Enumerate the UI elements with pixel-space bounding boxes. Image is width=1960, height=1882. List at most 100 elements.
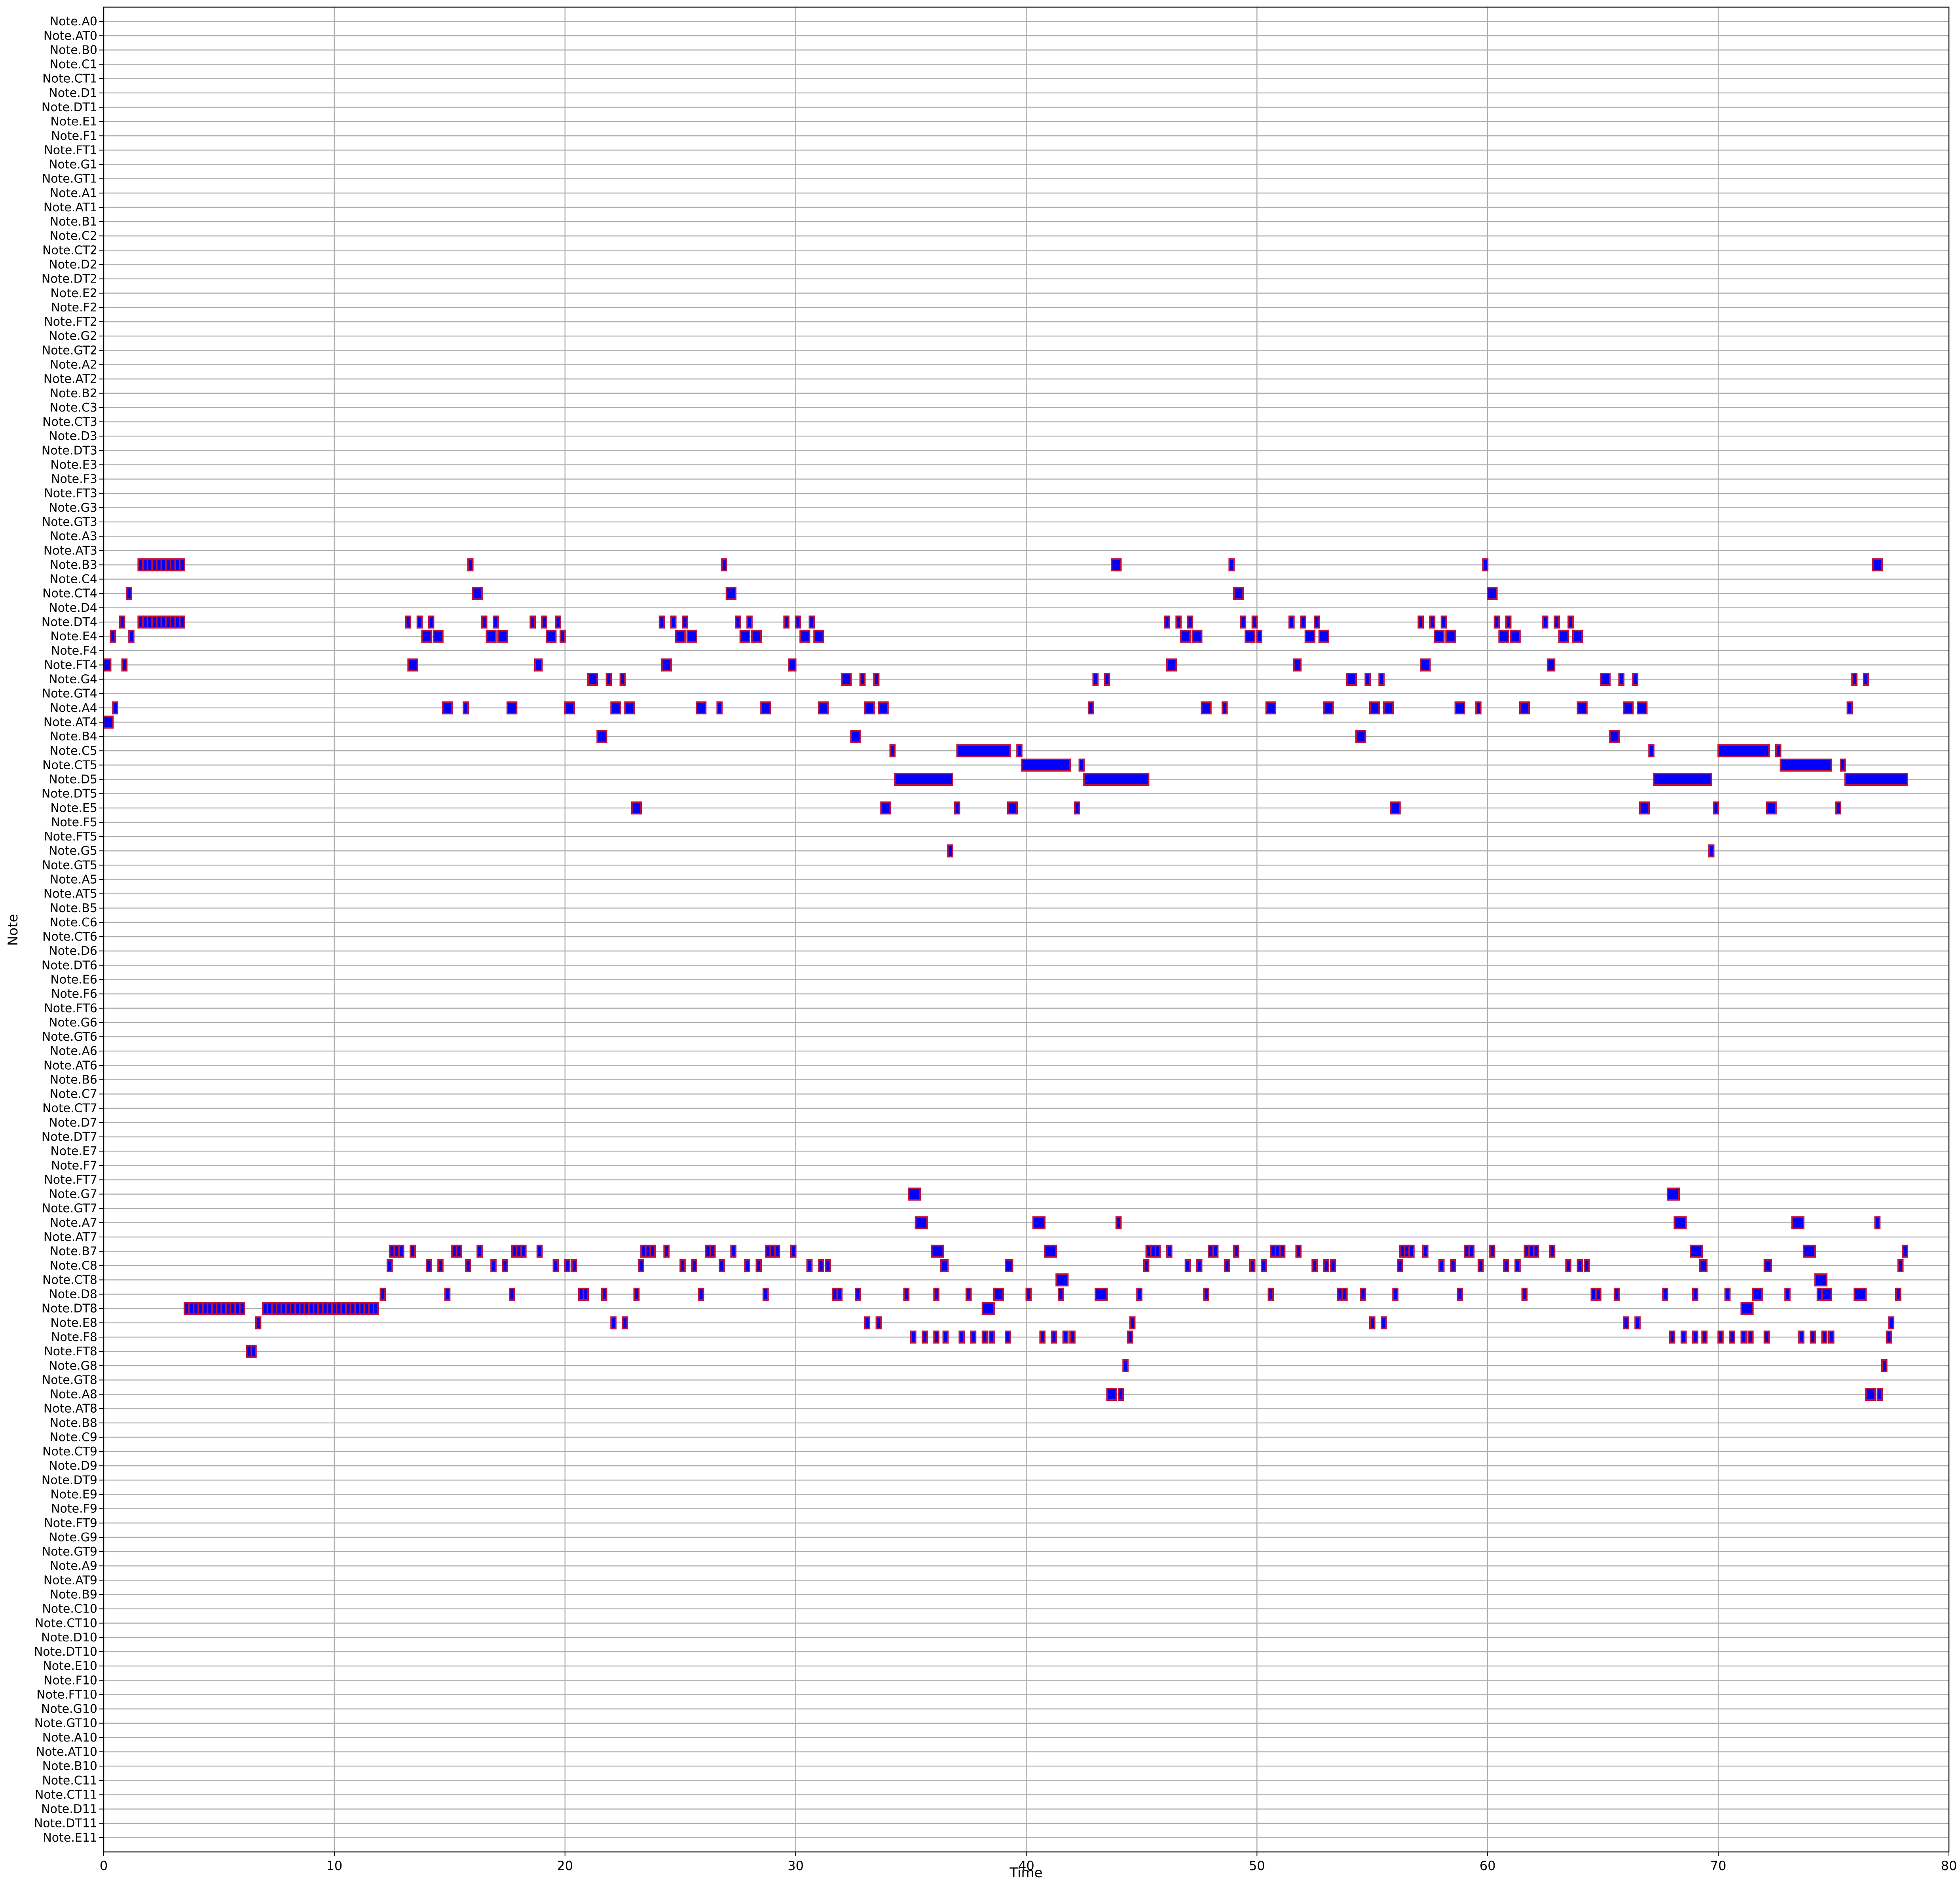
note-bar [1546,658,1556,672]
y-tick-label: Note.CT9 [42,1445,97,1459]
note-bar [1584,1259,1590,1272]
y-tick-label: Note.B8 [50,1416,97,1430]
note-bar [1493,615,1500,629]
note-bar [947,844,953,858]
note-bar [695,701,707,715]
note-bar [1872,558,1883,571]
note-bar [1609,730,1620,743]
note-bar [1175,615,1182,629]
note-bar [1381,1316,1387,1330]
y-tick-label: Note.C5 [49,744,97,758]
y-tick-label: Note.G6 [49,1016,97,1030]
note-bar [587,673,598,686]
note-bar [1549,1245,1556,1258]
note-bar [564,701,575,715]
x-tick-label: 30 [787,1858,804,1873]
note-bar [610,701,621,715]
y-tick-label: Note.GT8 [42,1373,97,1387]
x-tick-label: 80 [1941,1858,1957,1873]
y-tick-label: Note.DT3 [42,444,97,457]
note-bar [1369,701,1380,715]
note-bar [1164,615,1170,629]
note-bar [1032,1216,1046,1229]
note-bar [1224,1259,1230,1272]
note-bar [1341,1288,1348,1301]
note-bar [481,615,488,629]
note-bar [582,1288,589,1301]
note-bar [1717,1330,1724,1344]
note-bar [126,587,132,600]
y-tick-label: Note.FT9 [44,1516,97,1530]
note-bar [1854,1288,1867,1301]
y-tick-label: Note.DT7 [42,1130,97,1144]
y-tick-label: Note.A2 [50,358,97,372]
note-bar [1634,1316,1641,1330]
note-bar [1058,1288,1064,1301]
note-bar [1690,1245,1703,1258]
note-bar [1005,1330,1011,1344]
note-bar [1221,701,1228,715]
y-tick-label: Note.AT5 [44,887,97,901]
note-bar [1701,1330,1708,1344]
note-bar [1780,758,1832,772]
note-bar [855,1288,861,1301]
note-bar [1396,1259,1403,1272]
note-bar [774,1245,780,1258]
y-tick-label: Note.G7 [49,1188,97,1201]
axes-border [103,6,1950,1853]
note-bar [1863,673,1869,686]
note-bar [633,1288,640,1301]
y-tick-label: Note.F6 [51,987,97,1001]
y-tick-label: Note.D7 [49,1116,97,1130]
note-bar [1016,744,1023,757]
note-bar [407,658,418,672]
y-tick-label: Note.D1 [49,86,97,100]
y-tick-label: Note.DT10 [34,1645,97,1659]
note-bar [1295,1245,1302,1258]
note-bar [463,701,469,715]
note-bar [1323,701,1334,715]
note-bar [638,1259,644,1272]
note-bar [619,673,626,686]
note-bar [725,587,737,600]
note-bar [1118,1388,1124,1401]
y-tick-label: Note.F1 [51,129,97,143]
note-bar [1106,1388,1117,1401]
note-bar [1623,701,1634,715]
x-tick-label: 60 [1480,1858,1496,1873]
note-bar [121,658,128,672]
note-bar [942,1330,949,1344]
note-bar [1044,1245,1057,1258]
note-bar [1184,1259,1191,1272]
note-bar [1729,1330,1735,1344]
note-bar [1083,773,1150,786]
note-bar [1420,658,1431,672]
note-bar [610,1316,617,1330]
note-bar [910,1330,916,1344]
note-bar [601,1288,607,1301]
note-bar [490,1259,497,1272]
note-bar [940,1259,949,1272]
note-bar [1740,1330,1747,1344]
note-bar [437,1259,444,1272]
note-bar [250,1345,257,1358]
note-bar [534,658,543,672]
note-bar [1136,1288,1142,1301]
y-tick-label: Note.A10 [42,1731,97,1745]
y-tick-label: Note.D8 [49,1288,97,1301]
note-bar [1005,1259,1013,1272]
y-tick-label: Note.C4 [49,573,97,586]
note-bar [931,1245,944,1258]
note-bar [760,701,771,715]
y-tick-label: Note.CT8 [42,1273,97,1287]
note-bar [1666,1188,1680,1201]
note-bar [682,615,688,629]
y-tick-label: Note.CT6 [42,930,97,944]
note-bar [709,1245,716,1258]
y-tick-label: Note.A1 [50,186,97,200]
y-tick-label: Note.E8 [50,1316,97,1330]
note-bar [1417,615,1424,629]
y-tick-label: Note.A9 [50,1559,97,1573]
note-bar [564,1259,571,1272]
